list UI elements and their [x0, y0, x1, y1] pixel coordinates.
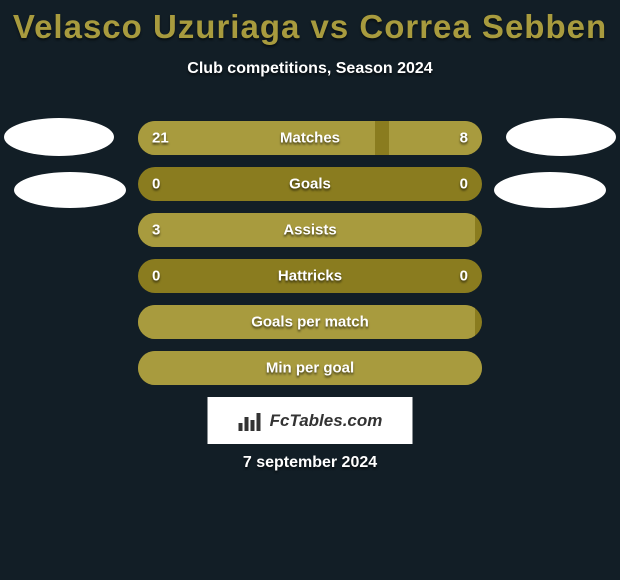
stat-label: Matches: [280, 130, 340, 147]
watermark: FcTables.com: [208, 397, 413, 444]
watermark-text: FcTables.com: [270, 411, 383, 431]
stat-segment-right: [389, 121, 482, 155]
avatar-right-1: [506, 118, 616, 156]
page-title: Velasco Uzuriaga vs Correa Sebben: [0, 0, 620, 46]
stat-value-right: 0: [460, 268, 468, 285]
avatar-right-2: [494, 172, 606, 208]
stat-label: Hattricks: [278, 268, 342, 285]
avatar-left-2: [14, 172, 126, 208]
stat-row: Min per goal: [138, 351, 482, 385]
stat-label: Assists: [283, 222, 336, 239]
stat-value-left: 21: [152, 130, 169, 147]
stat-row: 0 0 Goals: [138, 167, 482, 201]
stat-value-right: 0: [460, 176, 468, 193]
stat-row: 3 Assists: [138, 213, 482, 247]
stat-value-right: 8: [460, 130, 468, 147]
stat-label: Min per goal: [266, 360, 354, 377]
stat-row: 0 0 Hattricks: [138, 259, 482, 293]
page-subtitle: Club competitions, Season 2024: [0, 60, 620, 78]
stat-row: Goals per match: [138, 305, 482, 339]
stat-row: 21 8 Matches: [138, 121, 482, 155]
stat-value-left: 0: [152, 268, 160, 285]
date-label: 7 september 2024: [243, 454, 377, 472]
stat-value-left: 3: [152, 222, 160, 239]
stat-label: Goals: [289, 176, 331, 193]
stat-value-left: 0: [152, 176, 160, 193]
stat-bars: 21 8 Matches 0 0 Goals 3 Assists 0 0 Hattricks Goal…: [138, 121, 482, 397]
chart-icon: [238, 411, 264, 431]
avatar-left-1: [4, 118, 114, 156]
stat-label: Goals per match: [251, 314, 369, 331]
